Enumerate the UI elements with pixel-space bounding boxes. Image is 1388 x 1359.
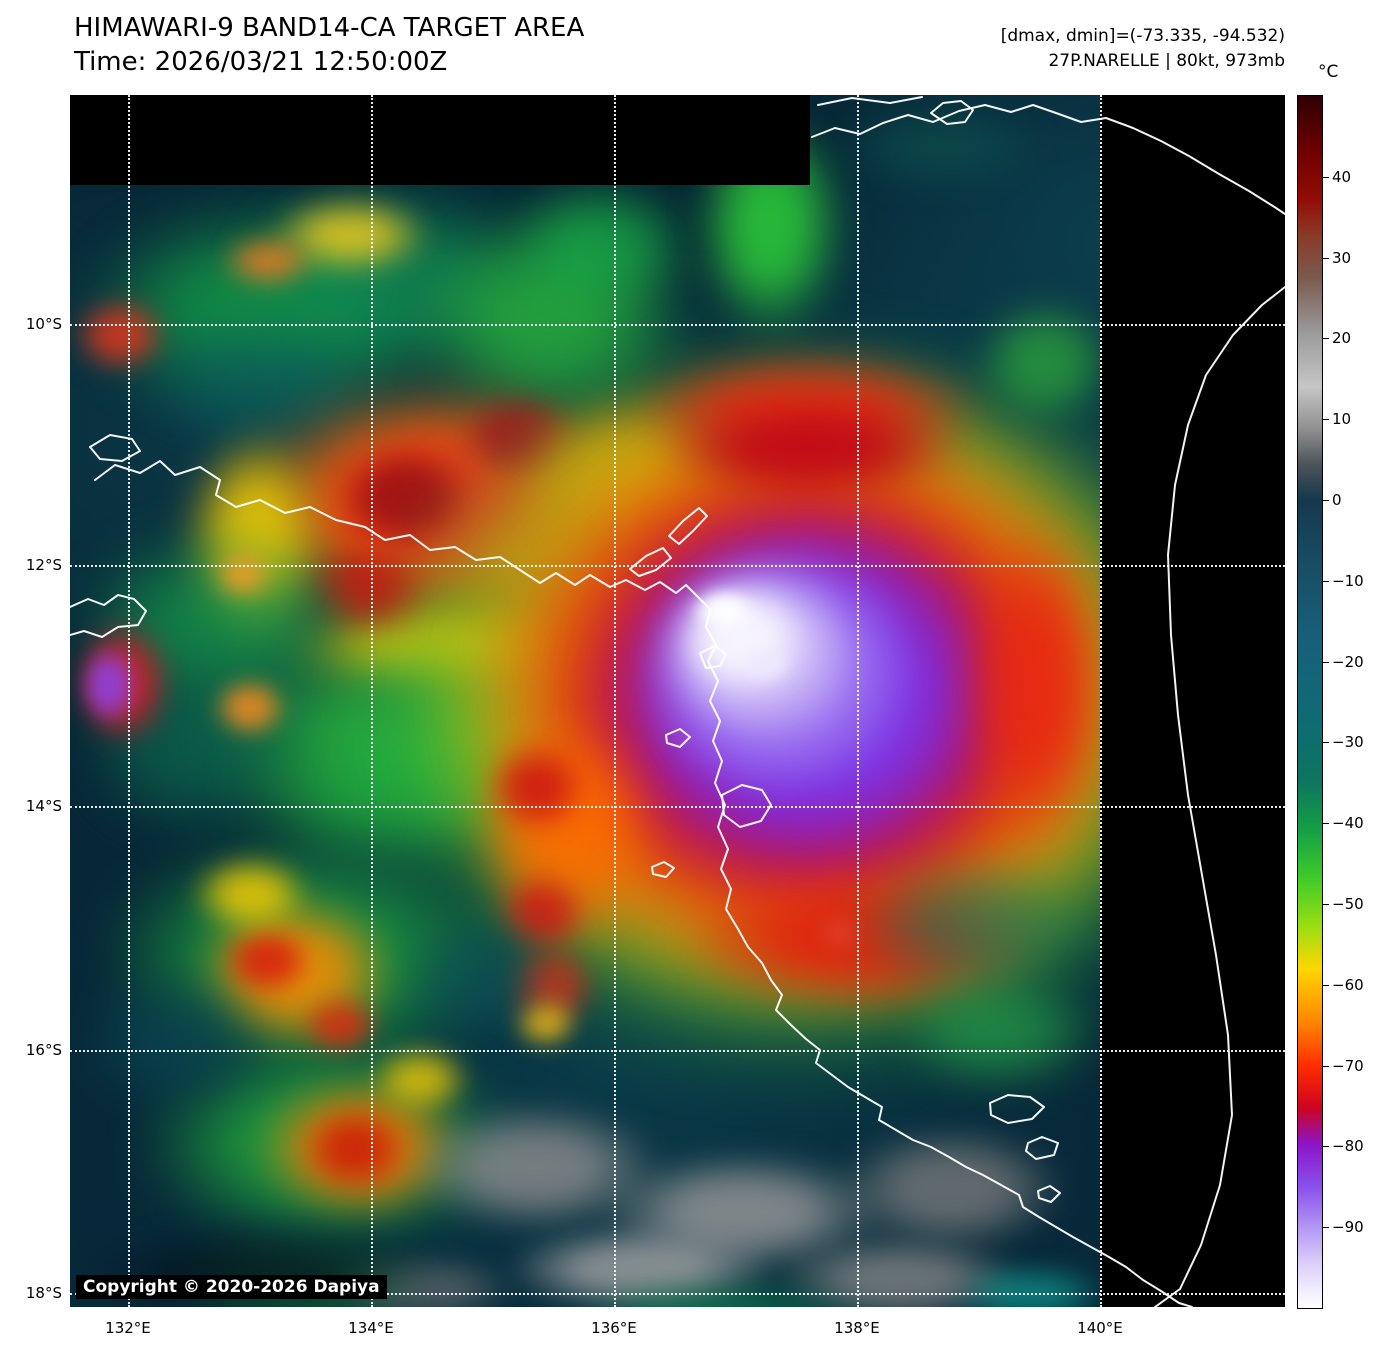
longitude-tick-label: 140°E xyxy=(1077,1319,1123,1337)
cloud-blob xyxy=(210,675,290,740)
colorbar-tick-label: 20 xyxy=(1332,329,1352,348)
figure-header: HIMAWARI-9 BAND14-CA TARGET AREA Time: 2… xyxy=(74,12,584,80)
storm-info-label: 27P.NARELLE | 80kt, 973mb xyxy=(1048,50,1285,71)
coastline-australia-north-gulf xyxy=(94,460,1193,1307)
colorbar-gradient xyxy=(1298,96,1322,1308)
colorbar-tick-label: −20 xyxy=(1332,652,1364,671)
colorbar-tick-label: −50 xyxy=(1332,895,1364,914)
colorbar-tick-label: −90 xyxy=(1332,1218,1364,1237)
colorbar-tick-mark xyxy=(1323,580,1329,582)
longitude-tick-label: 138°E xyxy=(834,1319,880,1337)
low-cloud-blob xyxy=(828,1123,1073,1255)
copyright-label: Copyright © 2020-2026 Dapiya xyxy=(76,1275,387,1299)
colorbar-tick-mark xyxy=(1323,742,1329,744)
colorbar-tick-label: −60 xyxy=(1332,975,1364,994)
colorbar-tick-mark xyxy=(1323,499,1329,501)
island-outline xyxy=(665,728,691,748)
latitude-tick-label: 16°S xyxy=(25,1040,62,1059)
cloud-blob xyxy=(188,853,313,935)
coastline-cape-york xyxy=(1154,286,1285,1307)
longitude-tick-label: 134°E xyxy=(348,1319,394,1337)
colorbar-tick-mark xyxy=(1323,823,1329,825)
latitude-tick-label: 14°S xyxy=(25,796,62,815)
colorbar-unit-label: °C xyxy=(1318,62,1339,82)
longitude-tick-label: 132°E xyxy=(105,1319,151,1337)
figure-time: Time: 2026/03/21 12:50:00Z xyxy=(74,46,448,77)
latitude-tick-label: 18°S xyxy=(25,1283,62,1302)
colorbar-tick-label: −10 xyxy=(1332,571,1364,590)
coastline-new-guinea-top xyxy=(817,96,923,106)
colorbar-tick-label: 10 xyxy=(1332,410,1352,429)
cloud-blob xyxy=(70,970,275,1115)
island-outline-wellesley xyxy=(1037,1185,1061,1203)
island-outline xyxy=(629,547,672,577)
colorbar-tick-label: 40 xyxy=(1332,167,1352,186)
colorbar-tick-mark xyxy=(1323,904,1329,906)
island-outline xyxy=(699,645,727,669)
latitude-tick-label: 10°S xyxy=(25,314,62,333)
cloud-blob xyxy=(485,740,590,835)
data-range-label: [dmax, dmin]=(-73.335, -94.532) xyxy=(1000,26,1285,46)
satellite-image xyxy=(70,95,1100,1307)
coastline-left-edge xyxy=(70,594,147,638)
colorbar-tick-label: 0 xyxy=(1332,490,1342,509)
colorbar-tick-mark xyxy=(1323,257,1329,259)
cloud-blob xyxy=(890,970,1100,1095)
colorbar-tick-mark xyxy=(1323,984,1329,986)
island-outline-wellesley xyxy=(989,1094,1045,1124)
island-outline-tiwi xyxy=(89,434,141,462)
figure-header-right: [dmax, dmin]=(-73.335, -94.532) 27P.NARE… xyxy=(1001,24,1285,73)
colorbar-tick-mark xyxy=(1323,338,1329,340)
island-outline xyxy=(651,861,675,878)
colorbar-tick-label: −30 xyxy=(1332,733,1364,752)
colorbar: °C 40 30 20 10 0 −10 −20 −30 −40 −50 −60 −70 −80 −90 xyxy=(1297,62,1364,1309)
island-outline-wellesley xyxy=(1025,1136,1059,1160)
cloud-blob xyxy=(688,587,758,633)
cloud-blob xyxy=(298,993,383,1058)
cloud-blob xyxy=(815,913,863,953)
latitude-tick-label: 12°S xyxy=(25,556,62,574)
colorbar-tick-label: −70 xyxy=(1332,1056,1364,1075)
island-outline xyxy=(668,507,708,545)
colorbar-tick-mark xyxy=(1323,419,1329,421)
island-outline-groote xyxy=(721,784,772,828)
colorbar-tick-mark xyxy=(1323,661,1329,663)
cloud-blob xyxy=(500,175,700,315)
cloud-blob xyxy=(218,233,318,289)
coastline-overlay xyxy=(70,96,1285,1307)
cloud-blob xyxy=(210,547,275,602)
cloud-blob xyxy=(960,515,1100,855)
cloud-blob xyxy=(650,395,970,505)
cloud-blob xyxy=(738,643,794,685)
figure-title: HIMAWARI-9 BAND14-CA TARGET AREA xyxy=(74,13,585,43)
colorbar-tick-label: 30 xyxy=(1332,248,1352,267)
colorbar-tick-mark xyxy=(1323,1146,1329,1148)
colorbar-tick-label: −80 xyxy=(1332,1137,1364,1156)
cloud-blob xyxy=(368,1043,473,1115)
colorbar-tick-label: −40 xyxy=(1332,814,1364,833)
plot-area: Copyright © 2020-2026 Dapiya 132°E 134°E 1… xyxy=(26,95,1285,1337)
colorbar-tick-mark xyxy=(1323,1227,1329,1229)
cloud-blob xyxy=(298,1103,413,1195)
cloud-blob xyxy=(970,295,1100,430)
cloud-blob xyxy=(398,913,563,1045)
colorbar-tick-mark xyxy=(1323,176,1329,178)
colorbar-tick-mark xyxy=(1323,1065,1329,1067)
coastline-new-guinea xyxy=(811,104,1285,215)
cloud-blob xyxy=(830,101,1050,191)
island-outline-new-guinea xyxy=(930,100,974,125)
cloud-blob xyxy=(70,295,170,375)
longitude-tick-label: 136°E xyxy=(591,1319,637,1337)
cloud-blob xyxy=(948,1263,1100,1307)
